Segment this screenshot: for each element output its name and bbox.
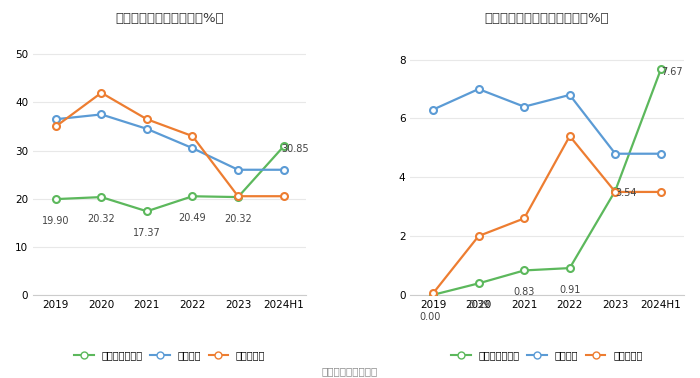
Text: 20.49: 20.49	[178, 213, 206, 223]
Text: 20.32: 20.32	[88, 214, 116, 224]
Text: 数据来源：恒生聚源: 数据来源：恒生聚源	[322, 366, 378, 376]
Title: 近年来有息资产负债率情况（%）: 近年来有息资产负债率情况（%）	[484, 12, 609, 25]
Text: 17.37: 17.37	[133, 228, 161, 238]
Text: 19.90: 19.90	[42, 216, 69, 226]
Text: 20.32: 20.32	[224, 214, 252, 224]
Text: 0.00: 0.00	[419, 311, 441, 322]
Legend: 有息资产负债率, 行业均值, 行业中位数: 有息资产负债率, 行业均值, 行业中位数	[447, 346, 646, 364]
Text: 0.91: 0.91	[559, 285, 580, 295]
Legend: 公司资产负债率, 行业均值, 行业中位数: 公司资产负债率, 行业均值, 行业中位数	[70, 346, 270, 364]
Text: 0.39: 0.39	[468, 300, 489, 310]
Title: 近年来资产负债率情况（%）: 近年来资产负债率情况（%）	[116, 12, 224, 25]
Text: 3.54: 3.54	[615, 188, 637, 198]
Text: 0.83: 0.83	[514, 287, 535, 297]
Text: 30.85: 30.85	[281, 144, 309, 153]
Text: 7.67: 7.67	[661, 67, 682, 77]
